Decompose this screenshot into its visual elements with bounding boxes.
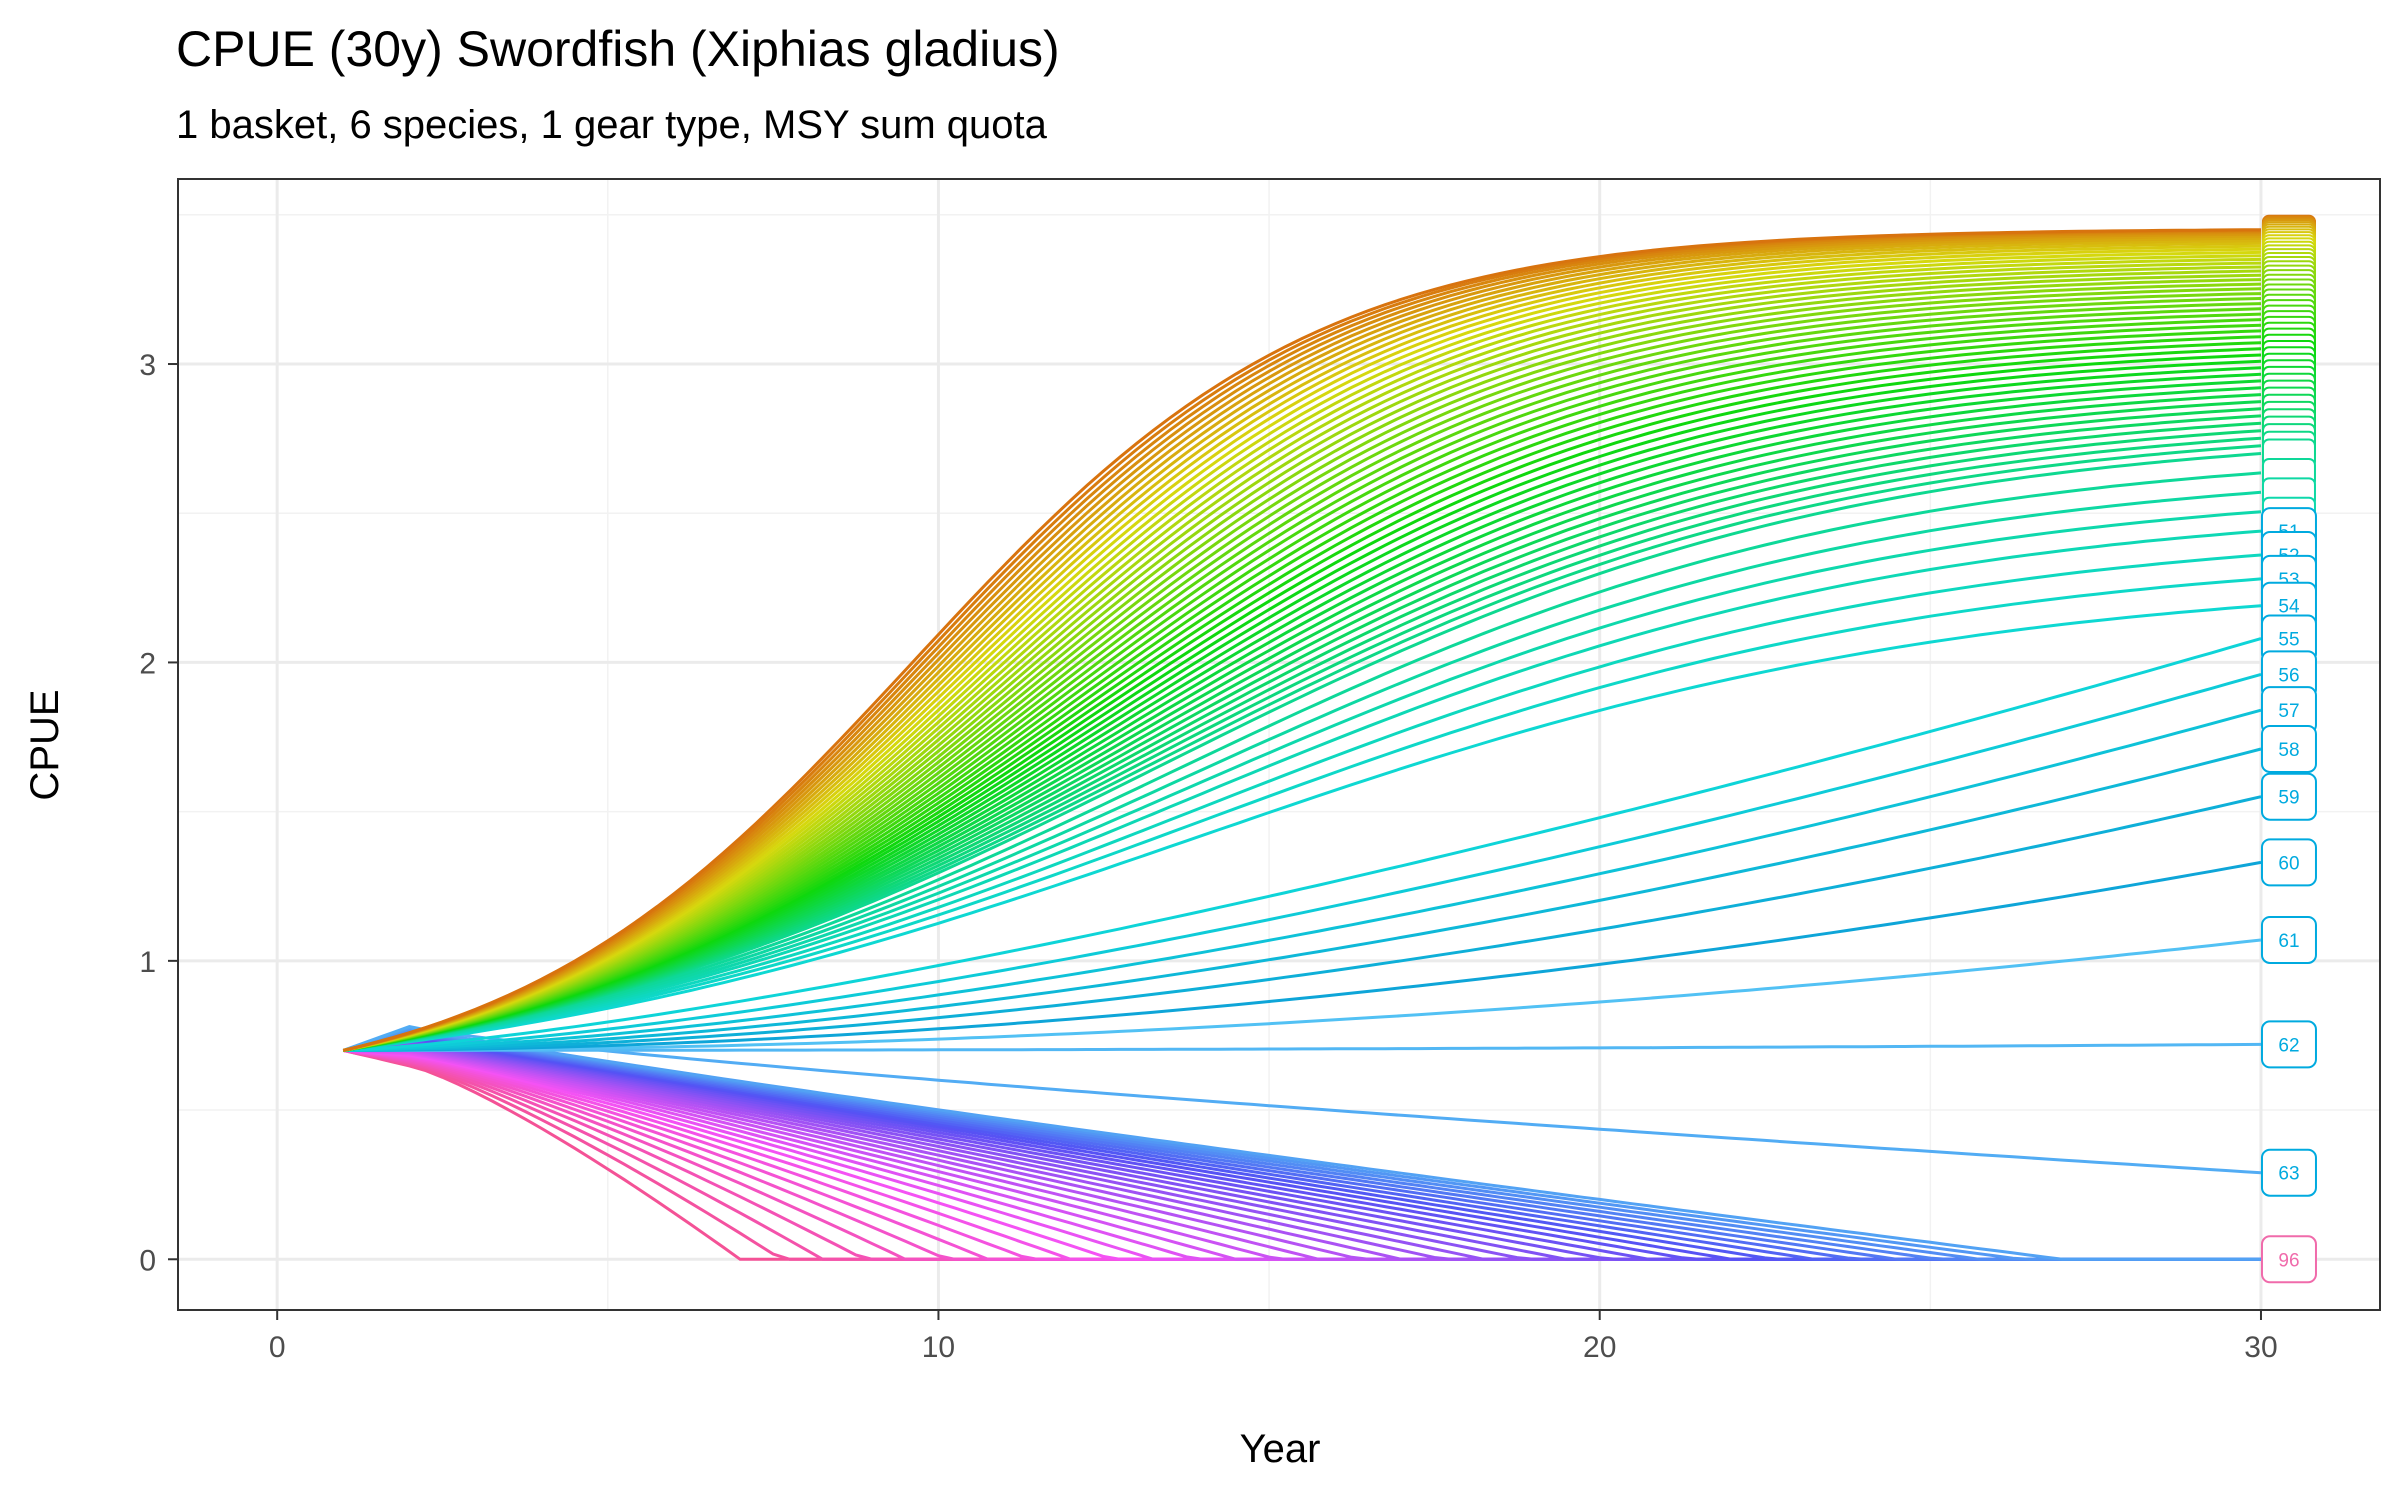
series-line-21 — [343, 287, 2262, 1052]
y-tick-label: 1 — [139, 946, 156, 979]
y-tick-label: 0 — [139, 1244, 156, 1277]
end-label-58: 58 — [2278, 740, 2299, 761]
series-line-56 — [343, 672, 2262, 1052]
series-line-15 — [342, 261, 2262, 1052]
x-tick-label: 30 — [2244, 1331, 2277, 1364]
series-line-57 — [343, 708, 2262, 1052]
series-line-4 — [342, 231, 2262, 1052]
chart-subtitle: 1 basket, 6 species, 1 gear type, MSY su… — [176, 103, 1048, 147]
series-line-55 — [343, 637, 2262, 1052]
end-label-box — [2260, 772, 2317, 821]
end-label-63: 63 — [2278, 1164, 2299, 1185]
series-line-58 — [343, 747, 2262, 1052]
series-line-64 — [342, 1026, 2261, 1261]
series-line-11 — [342, 247, 2262, 1052]
end-label-box — [2260, 724, 2317, 773]
x-tick-label: 10 — [922, 1331, 955, 1364]
end-label-box — [2260, 1148, 2317, 1197]
series-line-12 — [342, 250, 2262, 1052]
series-line-18 — [343, 273, 2262, 1052]
series-line-13 — [342, 254, 2262, 1052]
series-line-51 — [343, 529, 2262, 1052]
end-label-box — [2260, 1020, 2317, 1069]
series-line-61 — [343, 938, 2262, 1052]
series-line-16 — [342, 265, 2262, 1052]
series-line-9 — [342, 241, 2262, 1052]
series-line-62 — [343, 1042, 2262, 1052]
end-label-box — [2260, 838, 2317, 887]
y-axis-title: CPUE — [23, 689, 67, 800]
series-line-59 — [343, 795, 2262, 1052]
series-line-10 — [342, 244, 2262, 1052]
series-line-54 — [343, 604, 2262, 1052]
axes: 0 10 20 30 0 1 2 3 — [139, 349, 2277, 1364]
series-line-1 — [342, 228, 2262, 1052]
series-line-7 — [342, 236, 2262, 1052]
end-label-62: 62 — [2278, 1035, 2299, 1056]
y-tick-label: 3 — [139, 349, 156, 382]
series-line-6 — [342, 234, 2262, 1052]
end-label-61: 61 — [2278, 931, 2299, 952]
series-line-17 — [342, 269, 2262, 1052]
end-label-57: 57 — [2278, 701, 2299, 722]
series-line-19 — [343, 278, 2262, 1052]
series-line-60 — [343, 860, 2262, 1052]
x-axis-title: Year — [1240, 1427, 1321, 1471]
series-line-8 — [342, 239, 2262, 1052]
plot-panel: 5152535455565758596061626396 — [177, 178, 2381, 1311]
series-line-49 — [343, 490, 2262, 1052]
series-line-53 — [343, 577, 2262, 1052]
series-line-20 — [343, 282, 2262, 1052]
end-label-box — [2260, 915, 2317, 964]
series-lines — [342, 228, 2262, 1261]
end-label-59: 59 — [2278, 788, 2299, 809]
end-label-96: 96 — [2278, 1250, 2299, 1271]
end-label-56: 56 — [2278, 665, 2299, 686]
x-tick-label: 20 — [1583, 1331, 1616, 1364]
chart-title: CPUE (30y) Swordfish (Xiphias gladius) — [176, 21, 1060, 77]
y-tick-label: 2 — [139, 647, 156, 680]
panel-border — [177, 178, 2381, 1311]
series-line-14 — [342, 257, 2262, 1052]
series-line-52 — [343, 553, 2262, 1052]
x-tick-label: 0 — [269, 1331, 286, 1364]
series-line-5 — [342, 232, 2262, 1052]
series-line-48 — [343, 471, 2262, 1052]
series-line-63 — [342, 1024, 2262, 1175]
end-labels: 5152535455565758596061626396 — [2260, 214, 2317, 1284]
end-label-55: 55 — [2278, 630, 2299, 651]
end-label-box — [2260, 1235, 2317, 1284]
end-label-54: 54 — [2278, 597, 2300, 618]
series-line-50 — [343, 510, 2262, 1052]
end-label-60: 60 — [2278, 853, 2299, 874]
